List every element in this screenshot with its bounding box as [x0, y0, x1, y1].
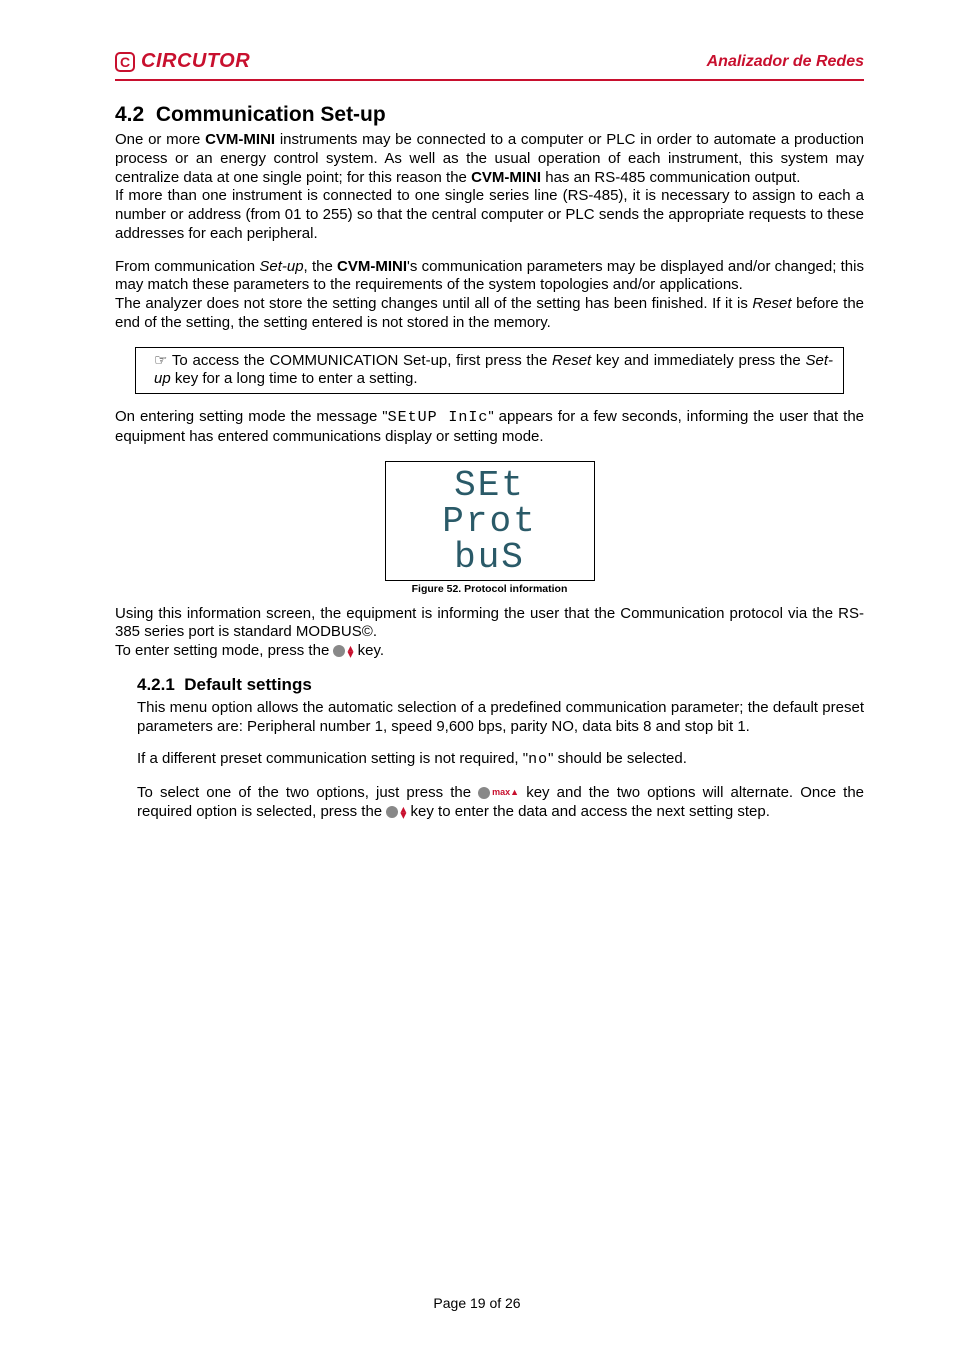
callout-box: ☞ To access the COMMUNICATION Set-up, fi…	[135, 347, 844, 395]
p5-code: SEtUP InIc	[388, 409, 489, 426]
subsection-title: Default settings	[184, 675, 312, 694]
paragraph-3: From communication Set-up, the CVM-MINI'…	[115, 258, 864, 296]
lcd-line-1: SEt	[454, 468, 525, 504]
updown-key-icon: ▴▾	[333, 645, 353, 657]
sp3-c: key to enter the data and access the nex…	[406, 803, 770, 820]
section-number: 4.2	[115, 103, 144, 126]
subsection-number: 4.2.1	[137, 675, 175, 694]
updown-key-icon-2: ▴▾	[386, 806, 406, 818]
p7-a: To enter setting mode, press the	[115, 642, 333, 659]
brand-logo: C CIRCUTOR	[115, 50, 250, 73]
paragraph-1: One or more CVM-MINI instruments may be …	[115, 131, 864, 187]
paragraph-6: Using this information screen, the equip…	[115, 605, 864, 643]
sub-paragraph-1: This menu option allows the automatic se…	[137, 699, 864, 737]
sp2-a: If a different preset communication sett…	[137, 750, 528, 767]
lcd-line-2: Prot	[442, 504, 536, 540]
page-header: C CIRCUTOR Analizador de Redes	[115, 50, 864, 73]
figure-caption: Figure 52. Protocol information	[412, 583, 568, 595]
section-title: Communication Set-up	[156, 103, 386, 126]
sp3-a: To select one of the two options, just p…	[137, 784, 478, 801]
sub-paragraph-2: If a different preset communication sett…	[137, 750, 864, 770]
brand-mark-icon: C	[115, 52, 135, 72]
sub-paragraph-3: To select one of the two options, just p…	[137, 784, 864, 822]
p5-a: On entering setting mode the message "	[115, 408, 388, 425]
header-divider	[115, 79, 864, 81]
lcd-line-3: buS	[454, 540, 525, 576]
lcd-display: SEt Prot buS	[385, 461, 595, 581]
page-footer: Page 19 of 26	[0, 1295, 954, 1311]
subsection-heading: 4.2.1 Default settings	[137, 675, 864, 695]
brand-name: CIRCUTOR	[141, 50, 250, 73]
sp2-b: " should be selected.	[548, 750, 687, 767]
paragraph-5: On entering setting mode the message "SE…	[115, 408, 864, 447]
doc-title: Analizador de Redes	[707, 53, 864, 71]
figure-52: SEt Prot buS Figure 52. Protocol informa…	[115, 461, 864, 595]
paragraph-2: If more than one instrument is connected…	[115, 187, 864, 243]
max-key-icon: max▲	[478, 787, 519, 799]
paragraph-7: To enter setting mode, press the ▴▾ key.	[115, 642, 864, 661]
paragraph-4: The analyzer does not store the setting …	[115, 295, 864, 333]
sp2-code: no	[528, 751, 548, 768]
section-heading: 4.2 Communication Set-up	[115, 103, 864, 127]
p7-end: key.	[353, 642, 384, 659]
pointing-hand-icon: ☞	[154, 352, 167, 369]
